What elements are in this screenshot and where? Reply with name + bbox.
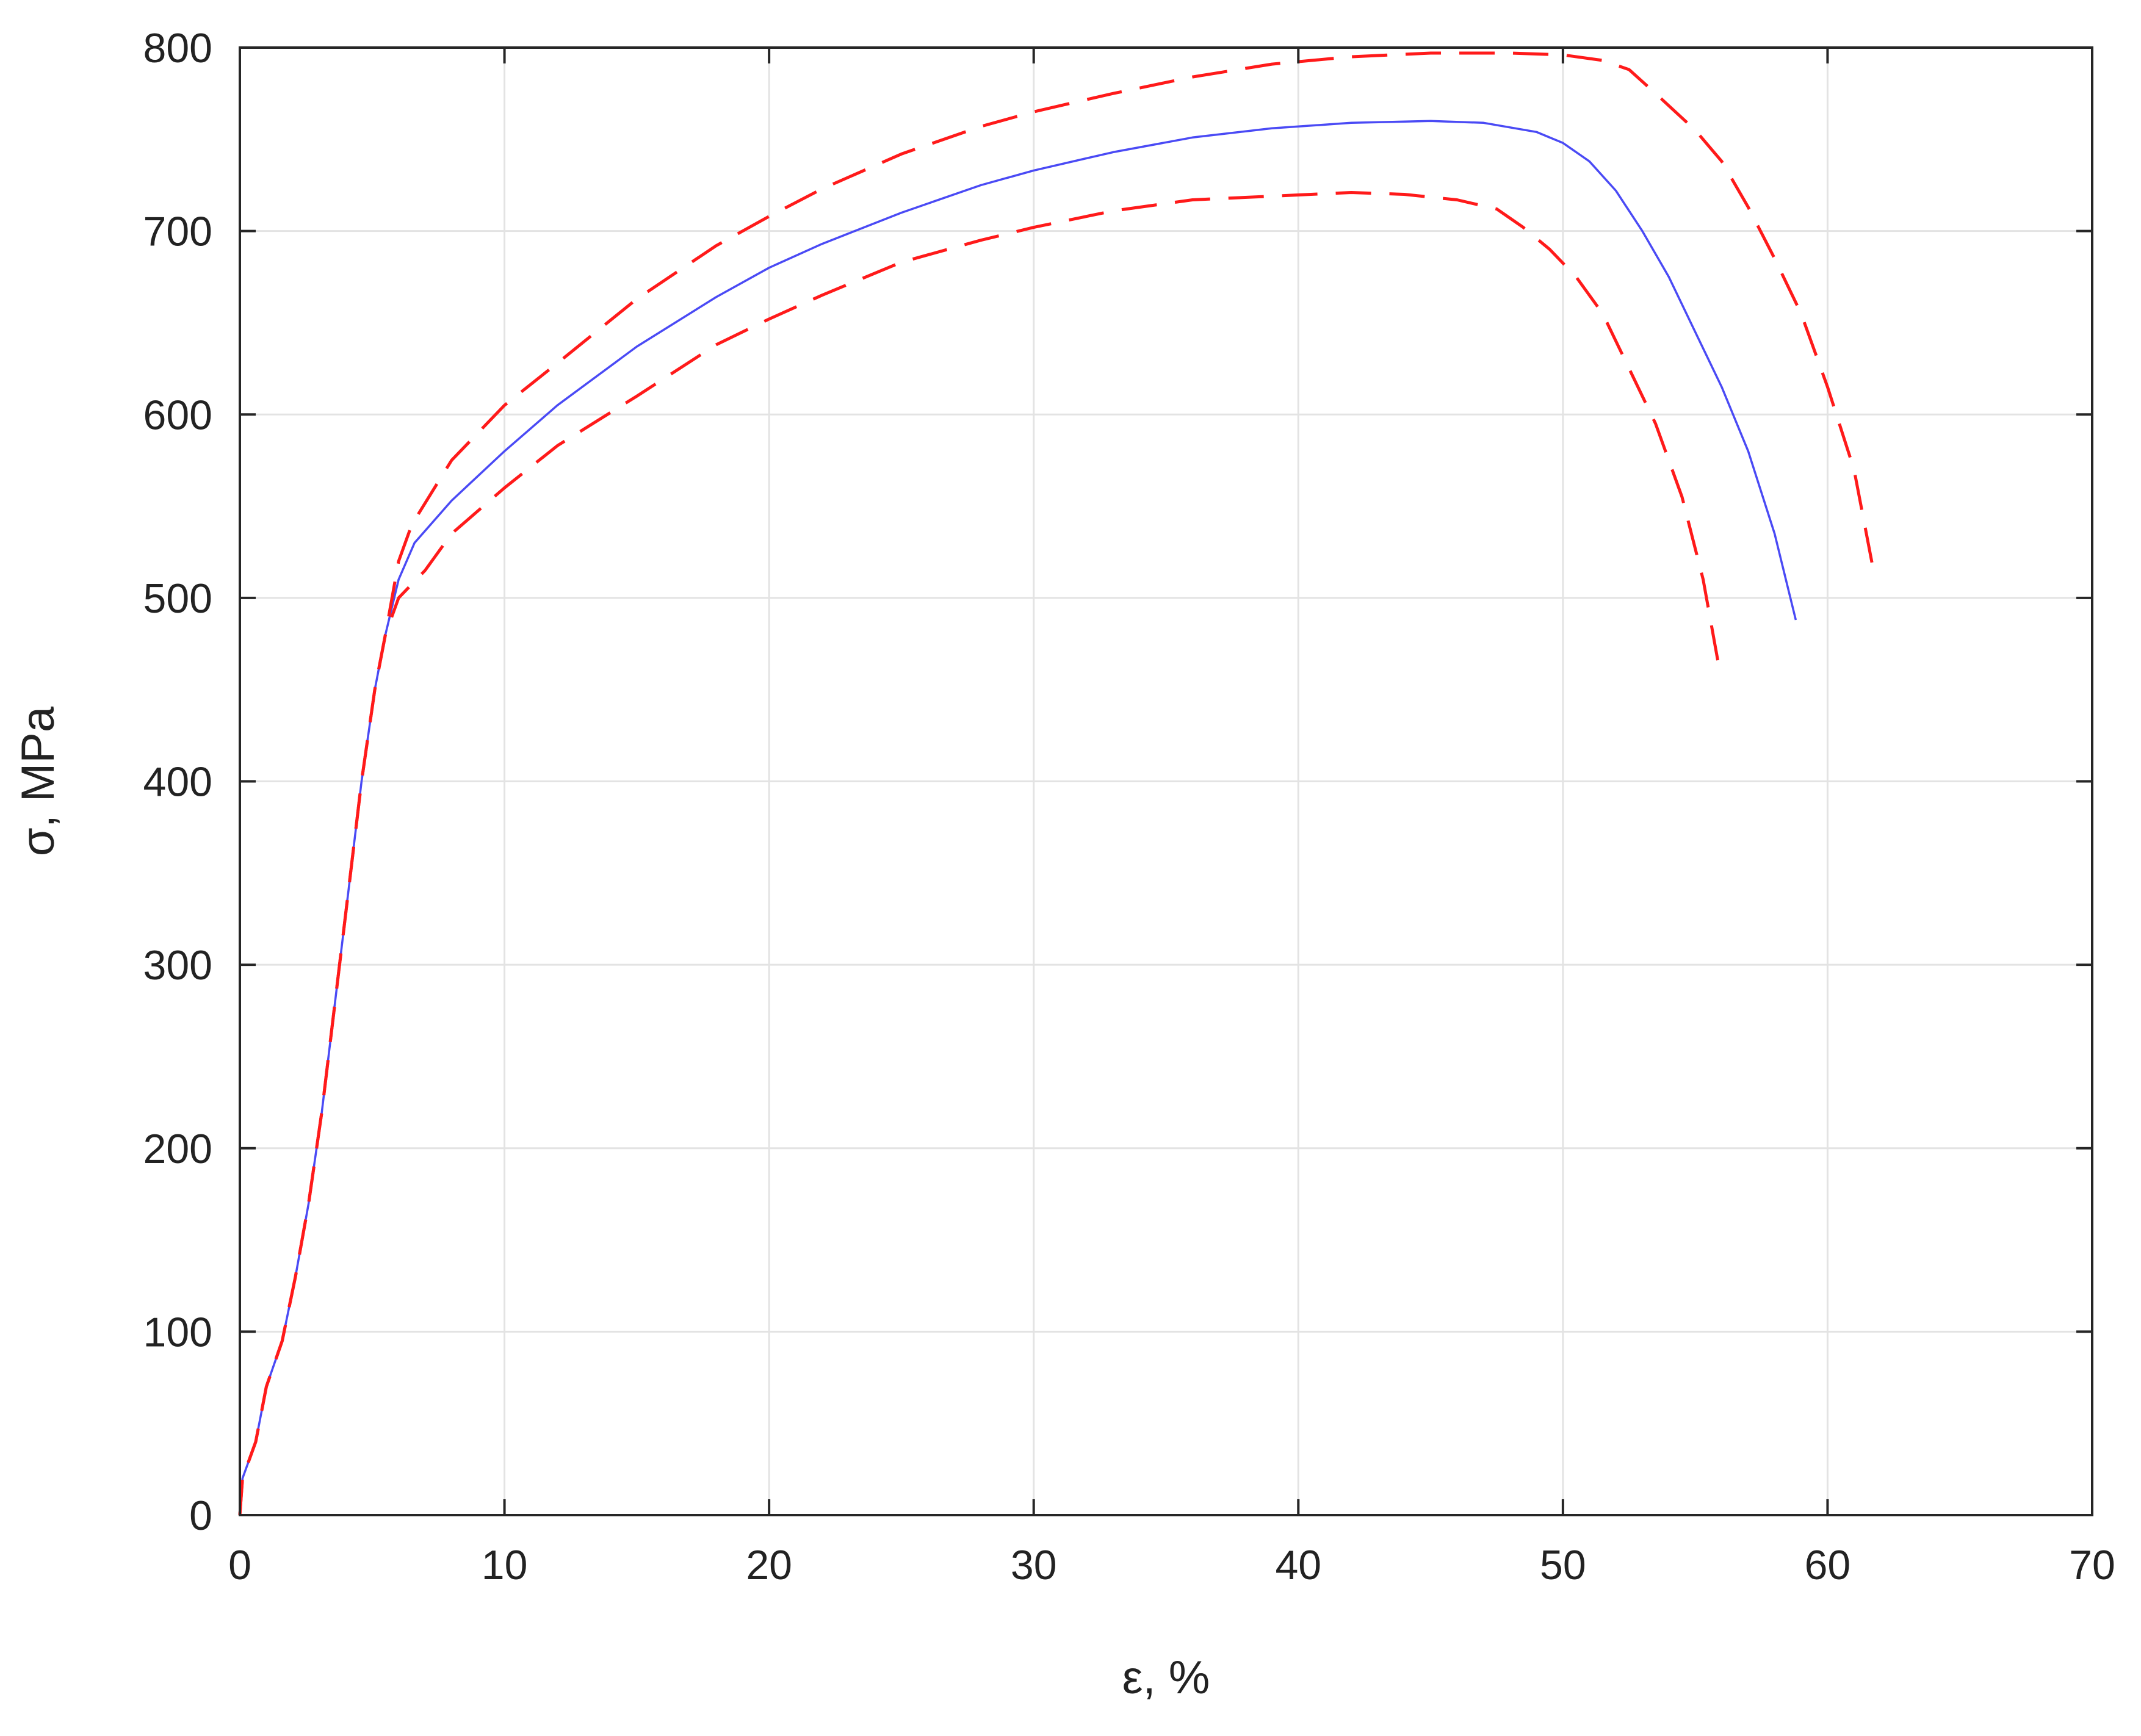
x-tick-label: 30 bbox=[1011, 1542, 1057, 1588]
ticks bbox=[239, 46, 2093, 1516]
grid bbox=[240, 48, 2092, 1515]
x-tick-label: 50 bbox=[1540, 1542, 1586, 1588]
y-tick-label: 100 bbox=[143, 1309, 212, 1355]
x-tick-label: 60 bbox=[1805, 1542, 1851, 1588]
y-tick-labels: 0 100 200 300 400 500 600 700 800 bbox=[143, 25, 212, 1539]
x-tick-label: 70 bbox=[2069, 1542, 2115, 1588]
x-tick-labels: 0 10 20 30 40 50 60 70 bbox=[228, 1542, 2115, 1588]
y-tick-label: 500 bbox=[143, 575, 212, 622]
y-axis-label: σ, MPa bbox=[12, 706, 64, 856]
series-line-dashed-2 bbox=[238, 191, 1721, 1516]
y-tick-label: 400 bbox=[143, 759, 212, 805]
x-tick-label: 0 bbox=[228, 1542, 251, 1588]
y-tick-label: 0 bbox=[189, 1493, 212, 1539]
x-tick-label: 40 bbox=[1275, 1542, 1321, 1588]
x-axis-label: ε, % bbox=[1122, 1652, 1210, 1704]
x-tick-label: 20 bbox=[746, 1542, 792, 1588]
y-tick-label: 600 bbox=[143, 392, 212, 438]
series-group bbox=[238, 51, 1877, 1516]
x-tick-label: 10 bbox=[482, 1542, 528, 1588]
y-tick-label: 800 bbox=[143, 25, 212, 71]
y-tick-label: 200 bbox=[143, 1126, 212, 1172]
y-tick-label: 300 bbox=[143, 942, 212, 989]
y-tick-label: 700 bbox=[143, 209, 212, 255]
